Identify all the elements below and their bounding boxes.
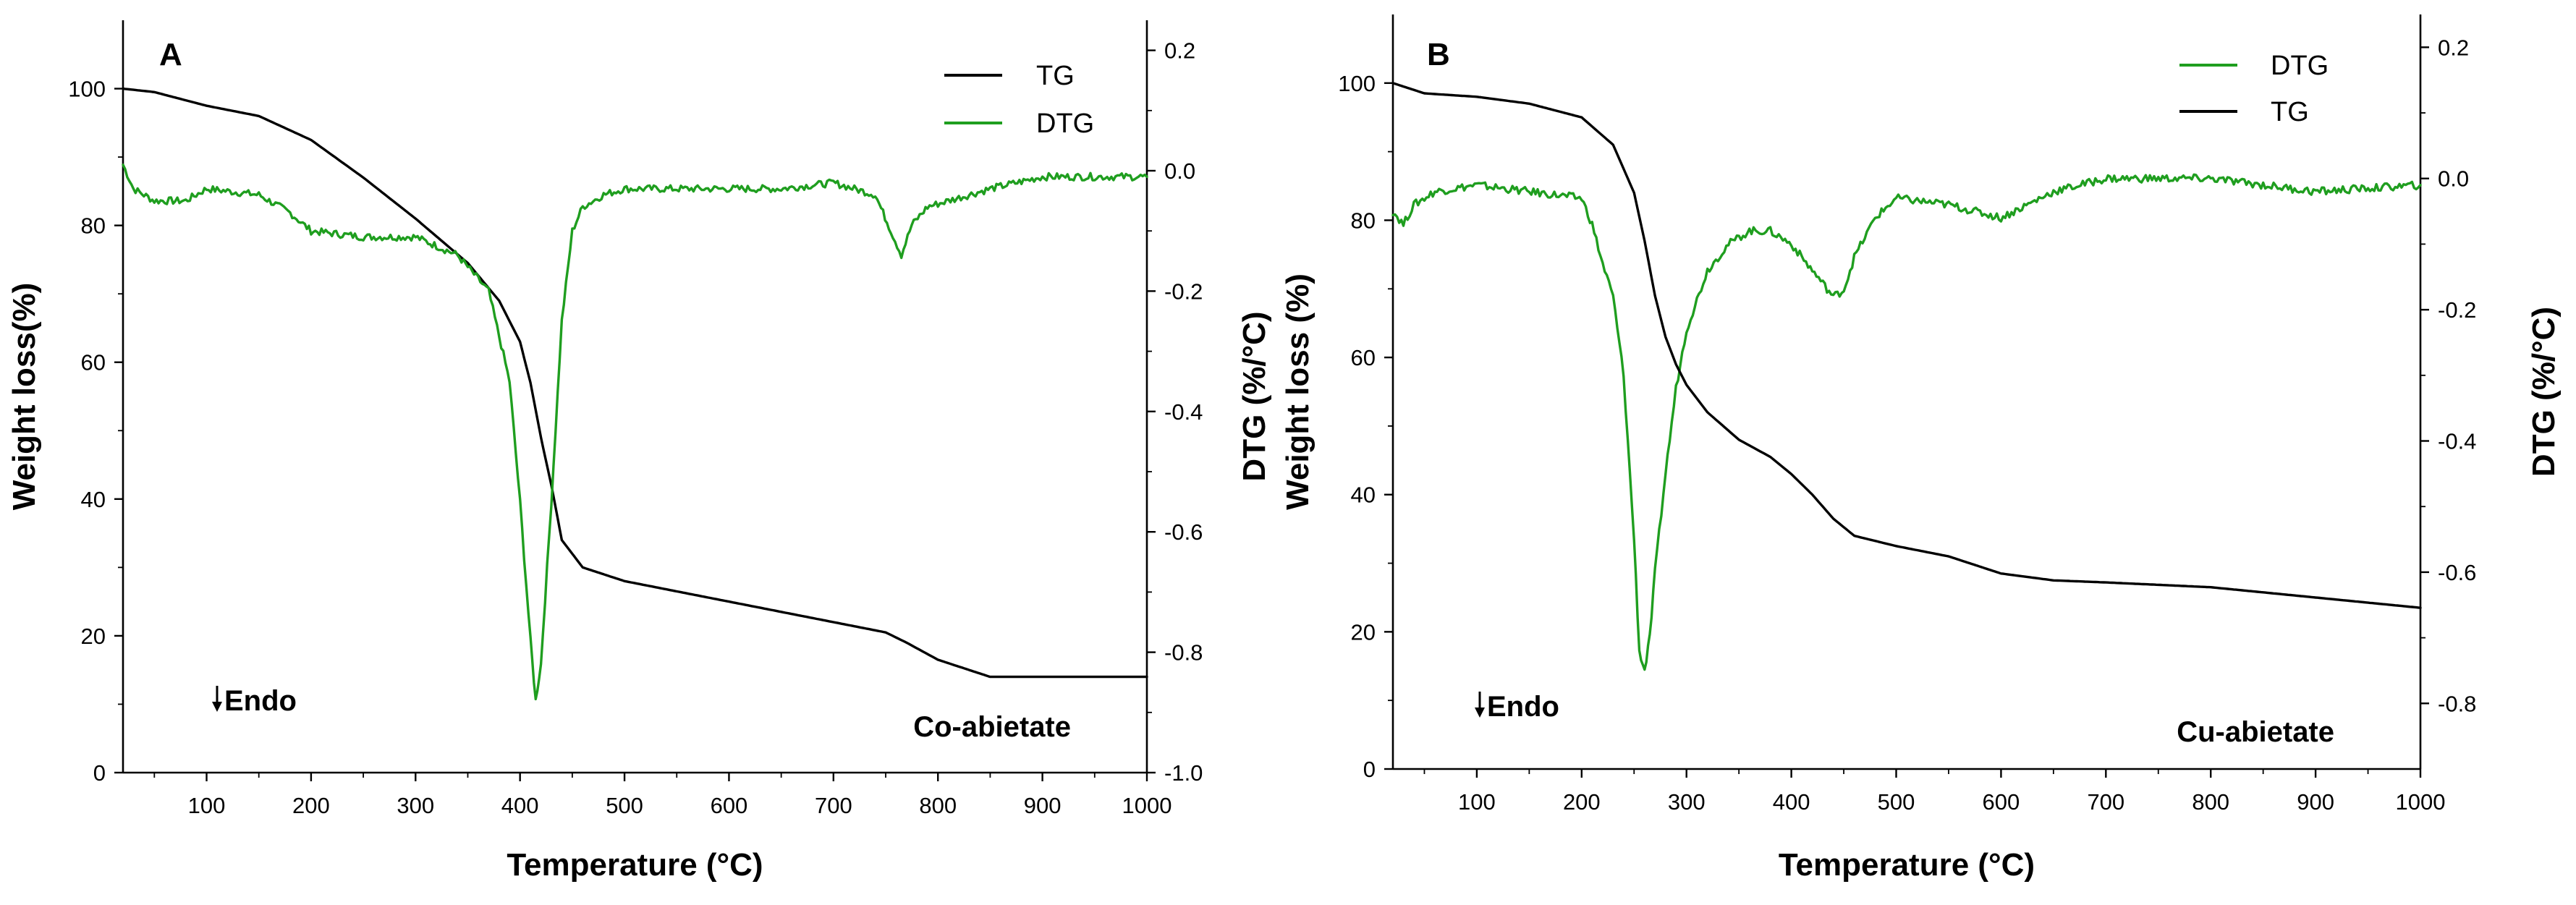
y2-tick-label: 0.2 (1164, 38, 1195, 64)
x-tick-label: 1000 (1122, 793, 1172, 818)
series-line-tg (122, 87, 1148, 679)
x-tick-label: 700 (815, 793, 852, 818)
y2-tick-label: 0.0 (1164, 158, 1195, 184)
endo-label: Endo (1487, 691, 1559, 723)
y-tick-label: 100 (1338, 71, 1376, 96)
x-tick-label: 1000 (2396, 789, 2446, 815)
arrow-down-icon (1475, 708, 1485, 718)
x-tick-label: 600 (711, 793, 748, 818)
x-tick-label: 200 (292, 793, 330, 818)
y2-tick-label: -1.0 (1164, 760, 1203, 786)
y2-axis-title: DTG (%/°C) (1237, 311, 1272, 481)
x-tick-label: 800 (2192, 789, 2229, 815)
legend-label-tg: TG (2271, 97, 2309, 127)
y-tick-label: 0 (93, 760, 106, 786)
y-tick-label: 80 (81, 213, 106, 239)
y2-tick-label: -0.4 (2438, 429, 2476, 454)
panel-a: 100 200 300 400 500 600 700 800 900 1000 0 20 40 60 80… (7, 20, 1272, 883)
y-tick-label: 100 (68, 77, 106, 102)
y-tick-label: 40 (1351, 483, 1376, 508)
y-tick-label: 40 (81, 487, 106, 512)
y2-tick-label: 0.0 (2438, 166, 2469, 192)
x-tick-label: 600 (1983, 789, 2020, 815)
x-tick-label: 400 (1773, 789, 1810, 815)
y-tick-label: 20 (81, 624, 106, 649)
sample-label: Co-abietate (913, 711, 1071, 743)
x-tick-label: 500 (606, 793, 643, 818)
x-tick-label: 500 (1878, 789, 1915, 815)
y-tick-label: 80 (1351, 208, 1376, 233)
sample-label: Cu-abietate (2177, 716, 2334, 748)
y-axis-title: Weight loss(%) (7, 283, 42, 511)
y2-tick-label: -0.6 (2438, 560, 2476, 585)
y-tick-label: 60 (1351, 345, 1376, 370)
y2-tick-label: -0.8 (2438, 691, 2476, 716)
y-tick-label: 0 (1363, 757, 1376, 782)
y-axis-title: Weight loss (%) (1280, 273, 1315, 510)
y2-tick-label: -0.2 (2438, 297, 2476, 323)
x-tick-label: 200 (1563, 789, 1601, 815)
series-line-dtg (1391, 173, 2422, 671)
series-line-tg (1391, 82, 2422, 609)
y2-tick-label: -0.4 (1164, 399, 1203, 425)
panel-b: 100 200 300 400 500 600 700 800 900 1000 0 20 40 60 80… (1280, 14, 2562, 883)
y2-tick-label: -0.8 (1164, 640, 1203, 666)
legend-label-dtg: DTG (1036, 109, 1094, 139)
panel-label: A (159, 37, 182, 72)
series-line-dtg (122, 163, 1148, 701)
arrow-down-icon (212, 702, 222, 712)
y2-tick-label: -0.6 (1164, 519, 1203, 545)
legend-label-tg: TG (1036, 61, 1075, 91)
x-tick-label: 300 (1668, 789, 1706, 815)
y2-tick-label: 0.2 (2438, 35, 2469, 60)
panel-label: B (1427, 37, 1450, 72)
y-tick-label: 20 (1351, 619, 1376, 645)
x-axis-title: Temperature (°C) (507, 847, 763, 883)
x-tick-label: 700 (2087, 789, 2124, 815)
y-tick-label: 60 (81, 350, 106, 375)
y2-axis-title: DTG (%/°C) (2526, 307, 2562, 477)
x-tick-label: 900 (2297, 789, 2334, 815)
x-tick-label: 900 (1024, 793, 1062, 818)
x-axis-title: Temperature (°C) (1779, 847, 2035, 883)
x-tick-label: 400 (501, 793, 539, 818)
legend-label-dtg: DTG (2271, 51, 2329, 81)
y2-tick-label: -0.2 (1164, 279, 1203, 304)
x-tick-label: 100 (188, 793, 226, 818)
x-tick-label: 300 (397, 793, 434, 818)
x-tick-label: 100 (1458, 789, 1496, 815)
x-tick-label: 800 (919, 793, 957, 818)
endo-label: Endo (224, 685, 297, 717)
